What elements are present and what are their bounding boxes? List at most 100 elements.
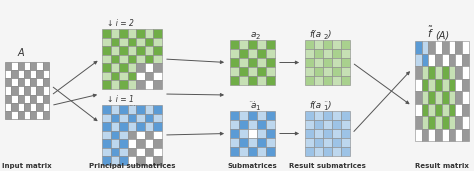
Bar <box>442 41 449 54</box>
Bar <box>323 120 332 129</box>
Bar <box>456 91 462 103</box>
Bar <box>137 72 145 80</box>
Bar <box>435 91 442 103</box>
Bar <box>154 80 162 89</box>
Text: Submatrices: Submatrices <box>228 163 277 169</box>
Bar <box>102 122 110 131</box>
Bar <box>110 105 119 114</box>
Bar <box>266 120 275 129</box>
Bar <box>442 128 449 141</box>
Text: ): ) <box>328 30 331 39</box>
Bar <box>442 78 449 91</box>
Text: ...: ... <box>248 95 256 103</box>
Bar <box>239 111 248 120</box>
Bar <box>145 63 154 72</box>
Bar <box>305 120 314 129</box>
Bar <box>266 58 275 67</box>
Text: ↓ i = 2: ↓ i = 2 <box>107 19 134 29</box>
Bar <box>18 111 24 119</box>
Bar <box>18 86 24 95</box>
Bar <box>102 55 110 63</box>
Bar <box>257 138 266 147</box>
Bar <box>415 54 422 66</box>
Bar <box>341 49 350 58</box>
Bar <box>110 80 119 89</box>
Bar <box>145 46 154 55</box>
Bar <box>43 62 49 70</box>
Bar <box>248 147 257 156</box>
Bar <box>314 129 323 138</box>
Bar <box>449 66 456 78</box>
Bar <box>341 138 350 147</box>
Bar <box>239 147 248 156</box>
Bar <box>230 111 239 120</box>
Bar <box>257 129 266 138</box>
Bar <box>323 147 332 156</box>
Bar <box>145 29 154 38</box>
Bar <box>230 129 239 138</box>
Bar <box>24 95 30 103</box>
Bar <box>128 38 137 46</box>
Bar <box>422 41 428 54</box>
Bar <box>266 67 275 76</box>
Bar <box>449 91 456 103</box>
Bar <box>456 128 462 141</box>
Bar <box>110 122 119 131</box>
Bar <box>119 156 128 165</box>
Bar <box>248 120 257 129</box>
Bar <box>137 55 145 63</box>
Bar <box>449 116 456 128</box>
Bar <box>442 54 449 66</box>
Bar <box>332 120 341 129</box>
Bar <box>145 38 154 46</box>
Bar <box>128 72 137 80</box>
Bar <box>137 148 145 156</box>
Bar <box>145 131 154 139</box>
Bar <box>257 120 266 129</box>
Bar <box>154 29 162 38</box>
Bar <box>128 139 137 148</box>
Bar <box>145 80 154 89</box>
Bar <box>24 78 30 86</box>
Bar <box>18 78 24 86</box>
Bar <box>462 128 469 141</box>
Bar <box>332 147 341 156</box>
Bar <box>305 49 314 58</box>
Bar <box>110 63 119 72</box>
Bar <box>248 40 257 49</box>
Bar <box>428 103 435 116</box>
Bar <box>110 38 119 46</box>
Bar <box>332 138 341 147</box>
Bar <box>415 91 422 103</box>
Bar <box>257 40 266 49</box>
Bar <box>119 139 128 148</box>
Bar <box>137 131 145 139</box>
Bar <box>128 46 137 55</box>
Bar <box>128 156 137 165</box>
Bar <box>449 54 456 66</box>
Bar <box>314 76 323 85</box>
Bar <box>248 58 257 67</box>
Bar <box>137 29 145 38</box>
Bar <box>145 105 154 114</box>
Bar <box>36 62 43 70</box>
Bar <box>428 91 435 103</box>
Bar <box>314 138 323 147</box>
Bar <box>119 46 128 55</box>
Bar <box>428 41 435 54</box>
Bar <box>239 49 248 58</box>
Bar <box>239 40 248 49</box>
Bar <box>456 66 462 78</box>
Bar <box>230 147 239 156</box>
Bar <box>154 63 162 72</box>
Bar <box>119 63 128 72</box>
Bar <box>137 114 145 122</box>
Text: Result submatrices: Result submatrices <box>289 163 366 169</box>
Text: Input matrix: Input matrix <box>2 163 52 169</box>
Bar <box>36 95 43 103</box>
Text: ...: ... <box>128 98 136 108</box>
Bar <box>145 114 154 122</box>
Bar <box>449 128 456 141</box>
Bar <box>332 67 341 76</box>
Bar <box>102 114 110 122</box>
